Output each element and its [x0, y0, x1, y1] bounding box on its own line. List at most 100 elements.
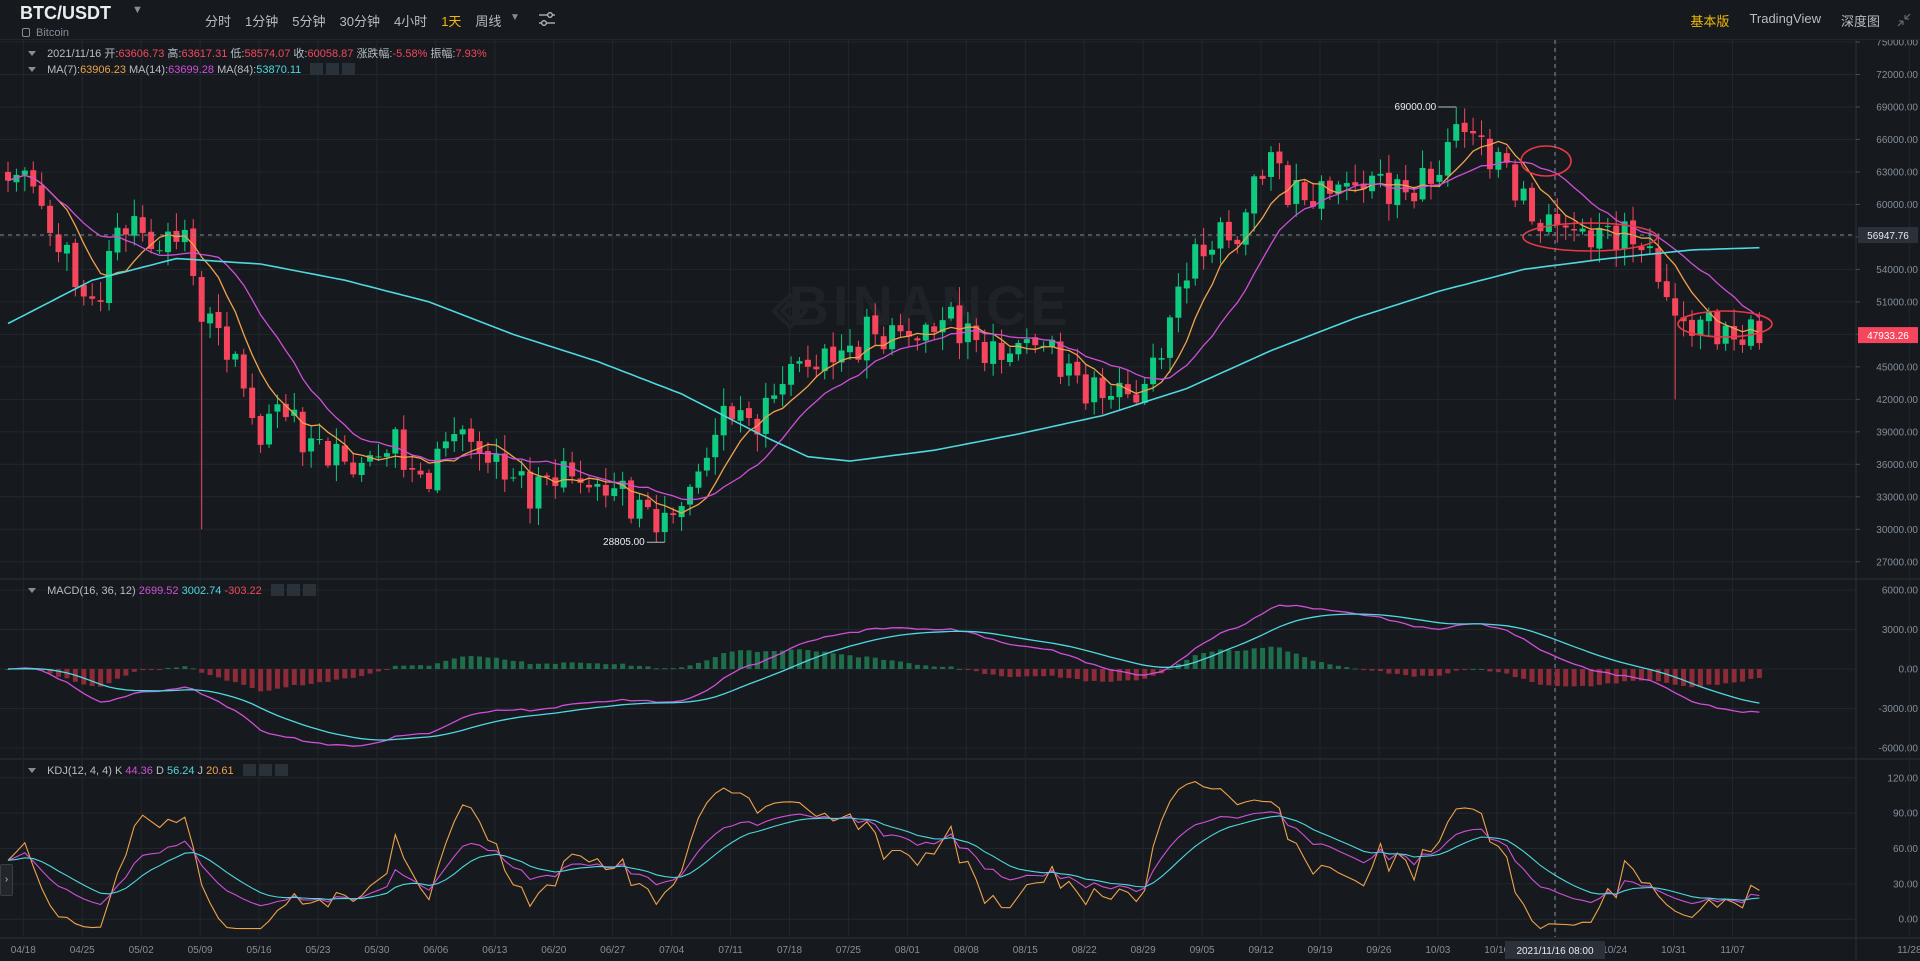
- expand-sidebar-button[interactable]: ›: [0, 864, 13, 896]
- macd-histogram-bar: [1462, 669, 1468, 670]
- macd-histogram-bar: [274, 669, 280, 689]
- indicator-controls[interactable]: [242, 764, 291, 777]
- y-tick-label: 33000.00: [1876, 492, 1918, 503]
- candle-body: [948, 306, 955, 319]
- collapse-caret-icon[interactable]: [28, 67, 36, 72]
- macd-histogram-bar: [603, 664, 609, 669]
- view-tab-basic[interactable]: 基本版: [1690, 14, 1730, 29]
- macd-histogram-bar: [300, 669, 306, 686]
- candle-body: [1444, 142, 1451, 176]
- macd-histogram-bar: [1596, 669, 1602, 685]
- asset-name: Bitcoin: [22, 27, 69, 39]
- candle-body: [434, 448, 441, 491]
- indicator-controls[interactable]: [310, 63, 358, 76]
- candle-body: [518, 471, 525, 476]
- candle-body: [1545, 214, 1552, 232]
- candle-body: [459, 429, 466, 435]
- candle-body: [981, 341, 988, 364]
- candle-body: [762, 397, 769, 434]
- candle-body: [737, 410, 744, 421]
- interval-tab[interactable]: 4小时: [393, 14, 428, 29]
- interval-tabs: 分时 1分钟 5分钟 30分钟 4小时 1天 周线: [198, 11, 508, 30]
- macd-histogram-bar: [106, 669, 112, 684]
- candle-body: [333, 443, 340, 466]
- view-tab-tradingview[interactable]: TradingView: [1749, 11, 1821, 26]
- macd-histogram-bar: [788, 649, 794, 669]
- macd-histogram-bar: [712, 657, 718, 669]
- x-tick-label: 08/29: [1131, 945, 1156, 956]
- collapse-caret-icon[interactable]: [28, 588, 36, 593]
- interval-tab[interactable]: 1分钟: [245, 14, 279, 29]
- interval-tab[interactable]: 分时: [205, 14, 232, 29]
- y-tick-label: 36000.00: [1876, 460, 1918, 471]
- candle-body: [535, 476, 542, 509]
- macd-histogram-bar: [426, 665, 432, 669]
- interval-tab[interactable]: 周线: [475, 14, 502, 29]
- interval-tab[interactable]: 30分钟: [339, 14, 380, 29]
- candle-body: [1015, 342, 1022, 355]
- macd-histogram-bar: [1201, 652, 1207, 669]
- macd-histogram-bar: [855, 657, 861, 669]
- candle-body: [1680, 317, 1687, 322]
- collapse-caret-icon[interactable]: [28, 51, 36, 56]
- candle-body: [131, 216, 138, 236]
- candle-body: [1192, 244, 1199, 279]
- y-tick-label: 66000.00: [1876, 135, 1918, 146]
- candle-body: [223, 326, 230, 360]
- macd-histogram-bar: [1074, 669, 1080, 680]
- macd-histogram-bar: [173, 667, 179, 669]
- watermark-text: BINANCE: [788, 274, 1071, 337]
- pair-title[interactable]: BTC/USDT: [20, 3, 111, 23]
- collapse-icon[interactable]: [1896, 12, 1912, 28]
- indicator-controls[interactable]: [270, 584, 319, 597]
- candle-body: [114, 227, 121, 253]
- pair-dropdown-icon[interactable]: ▼: [132, 4, 143, 16]
- macd-histogram-bar: [519, 661, 525, 669]
- view-tab-depth[interactable]: 深度图: [1840, 14, 1880, 29]
- macd-histogram-bar: [190, 668, 196, 670]
- x-tick-label: 06/27: [600, 945, 625, 956]
- x-tick-label: 04/25: [70, 945, 95, 956]
- more-intervals-icon[interactable]: ▼: [510, 12, 520, 23]
- ohlc-legend: 2021/11/16 开:63606.73 高:63617.31 低:58574…: [28, 45, 487, 61]
- candlestick-chart[interactable]: 75000.00 72000.00 69000.00 66000.00 63000.00…: [0, 40, 1920, 961]
- candle-body: [964, 323, 971, 343]
- y-tick-label: 42000.00: [1876, 395, 1918, 406]
- candle-body: [1579, 228, 1586, 232]
- macd-histogram-bar: [493, 657, 499, 669]
- macd-histogram-bar: [881, 659, 887, 669]
- macd-histogram-bar: [317, 669, 323, 683]
- candle-body: [703, 457, 710, 471]
- macd-histogram-bar: [1445, 669, 1451, 674]
- highlight-ellipse: [1677, 310, 1773, 338]
- macd-histogram-bar: [1470, 668, 1476, 670]
- kdj-j-line: [7, 781, 1760, 930]
- interval-tab[interactable]: 5分钟: [292, 14, 326, 29]
- x-tick-label: 11/28: [1897, 945, 1920, 956]
- interval-tab-active[interactable]: 1天: [441, 14, 462, 29]
- macd-histogram-bar: [64, 669, 70, 679]
- macd-histogram-bar: [1369, 669, 1375, 671]
- macd-histogram-bar: [1394, 669, 1400, 674]
- candle-body: [1284, 165, 1291, 205]
- macd-histogram-bar: [308, 669, 314, 684]
- macd-histogram-bar: [266, 669, 272, 691]
- candle-body: [38, 185, 45, 206]
- candle-body: [1293, 180, 1300, 204]
- macd-histogram-bar: [1268, 646, 1274, 669]
- candle-body: [771, 395, 778, 399]
- macd-histogram-bar: [653, 668, 659, 670]
- macd-histogram-bar: [1748, 669, 1754, 679]
- candle-body: [1756, 320, 1763, 344]
- candle-body: [1529, 187, 1536, 222]
- candle-body: [931, 326, 938, 333]
- settings-sliders-icon[interactable]: [538, 11, 556, 27]
- kdj-d-line: [7, 815, 1760, 901]
- candle-body: [1225, 221, 1232, 241]
- candle-body: [493, 453, 500, 462]
- macd-histogram-bar: [1647, 669, 1653, 680]
- macd-histogram-bar: [1352, 668, 1358, 670]
- candle-body: [442, 441, 449, 449]
- collapse-caret-icon[interactable]: [28, 768, 36, 773]
- macd-tick-label: 3000.00: [1882, 625, 1919, 636]
